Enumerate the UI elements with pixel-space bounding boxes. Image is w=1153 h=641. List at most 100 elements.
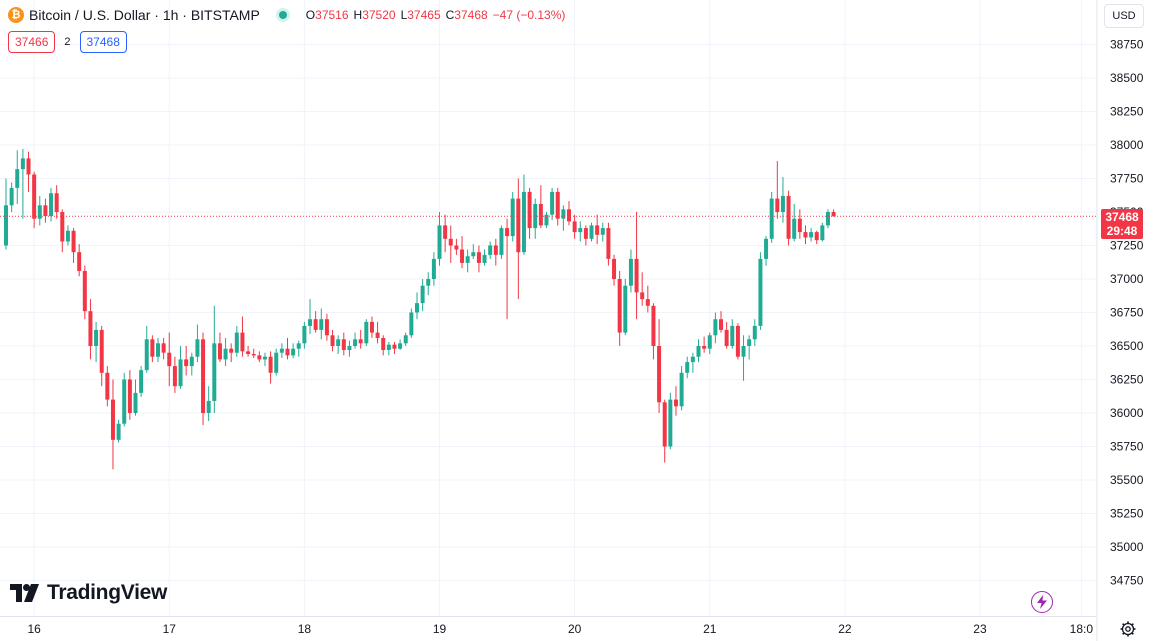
candle-body (510, 198, 515, 237)
candle-body (291, 348, 296, 356)
candle (612, 254, 617, 286)
bar-countdown: 29:48 (1106, 224, 1138, 238)
candle (246, 346, 251, 357)
candle (414, 292, 419, 320)
candle (747, 335, 752, 360)
y-tick-label: 38750 (1110, 38, 1144, 52)
candle (240, 316, 245, 357)
tradingview-logo[interactable]: TradingView (10, 581, 167, 605)
candle (144, 325, 149, 373)
candle (809, 228, 814, 242)
candle-body (4, 205, 8, 246)
candle (105, 366, 110, 407)
y-tick-label: 36250 (1110, 373, 1144, 387)
candle-body (764, 238, 769, 259)
candle (814, 230, 819, 245)
candle-body (550, 191, 555, 215)
candle (797, 209, 802, 239)
candle-body (617, 279, 622, 333)
candle (398, 339, 403, 351)
candle (375, 321, 380, 344)
candle (437, 212, 442, 266)
candle-body (612, 258, 617, 279)
candle-body (792, 218, 797, 239)
candle (583, 225, 588, 246)
candle-body (673, 399, 678, 407)
candle (353, 332, 358, 349)
candle-body (37, 205, 42, 219)
candle (527, 187, 532, 239)
candle (752, 319, 757, 346)
candle-body (606, 228, 611, 259)
candle (99, 325, 104, 387)
plot-area[interactable] (0, 0, 1096, 616)
candle (538, 185, 543, 229)
candle-body (49, 193, 54, 217)
candle (628, 249, 633, 293)
currency-selector[interactable]: USD (1104, 4, 1144, 28)
ohlc-values: O 37516 H 37520 L 37465 C 37468 −47 (−0.13%) (306, 8, 571, 22)
y-tick-label: 37250 (1110, 239, 1144, 253)
gear-icon[interactable] (1118, 619, 1138, 639)
y-tick-label: 37750 (1110, 172, 1144, 186)
candle (381, 335, 386, 356)
candle (178, 346, 183, 389)
candle (516, 178, 521, 300)
candle (572, 214, 577, 239)
candle (392, 341, 397, 355)
candle (206, 386, 211, 422)
candle (139, 366, 144, 397)
candle (262, 352, 267, 367)
candle-body (465, 256, 470, 263)
candle (116, 419, 121, 443)
candle-body (32, 174, 37, 219)
candle-body (651, 305, 656, 346)
candle-body (398, 343, 403, 349)
y-tick-label: 38000 (1110, 138, 1144, 152)
candle-body (15, 169, 20, 188)
candle-body (223, 348, 228, 360)
candle (330, 329, 335, 352)
candle (234, 325, 239, 357)
market-open-icon[interactable] (275, 8, 290, 22)
candle (510, 191, 515, 242)
candle (150, 335, 155, 363)
candle-body (443, 225, 448, 239)
x-tick-label: 19 (433, 622, 447, 636)
candle-body (657, 346, 662, 403)
candle (37, 195, 42, 226)
candle-body (803, 232, 808, 238)
candle (690, 352, 695, 373)
candle (505, 218, 510, 320)
candle-body (206, 400, 211, 413)
candle (65, 225, 70, 246)
candle-body (623, 285, 628, 333)
bid-price-button[interactable]: 37466 (8, 31, 56, 53)
candle-body (240, 332, 245, 352)
candle-body (600, 228, 605, 235)
candle (640, 272, 645, 306)
candle (403, 332, 408, 346)
ask-price-button[interactable]: 37468 (79, 31, 127, 53)
x-tick-label: 21 (703, 622, 717, 636)
symbol-title[interactable]: Bitcoin / U.S. Dollar · 1h · BITSTAMP (29, 7, 260, 23)
candle (217, 332, 222, 363)
candle-body (521, 191, 526, 253)
candle-body (431, 258, 436, 279)
candle-body (172, 366, 177, 387)
candle (679, 366, 684, 411)
y-tick-label: 37000 (1110, 272, 1144, 286)
candle (488, 241, 493, 259)
candle-body (589, 225, 594, 239)
candle-body (392, 344, 397, 349)
change-value: −47 (−0.13%) (492, 8, 566, 22)
candle (825, 209, 830, 229)
candle (685, 356, 690, 379)
candle-body (364, 321, 369, 344)
candle-body (150, 339, 155, 357)
candle-body (595, 225, 600, 235)
candle-body (730, 325, 735, 346)
candle (521, 174, 526, 255)
flash-icon[interactable] (1031, 591, 1053, 613)
